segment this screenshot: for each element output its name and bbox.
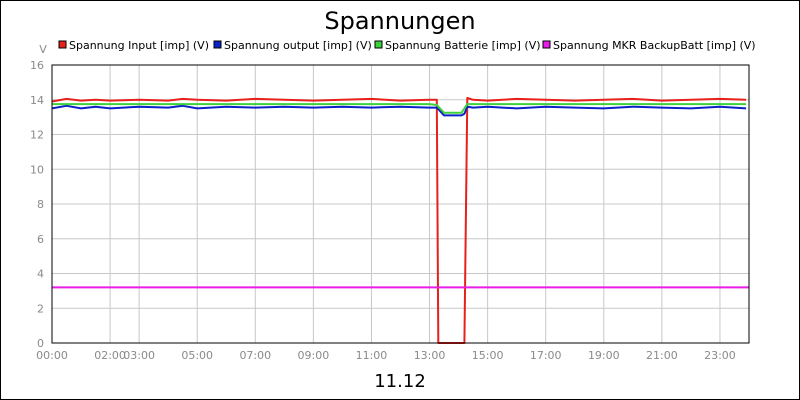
x-tick-label: 13:00 — [414, 349, 446, 362]
plot-frame — [51, 64, 750, 344]
series-line-2 — [51, 104, 747, 117]
legend-label: Spannung Batterie [imp] (V) — [385, 39, 541, 52]
legend-swatch — [542, 40, 551, 49]
chart-title: Spannungen — [324, 7, 475, 35]
y-tick-label: 8 — [37, 198, 44, 211]
legend: Spannung Input [imp] (V) Spannung output … — [58, 39, 756, 52]
x-tick-label: 05:00 — [181, 349, 213, 362]
x-tick-label: 21:00 — [646, 349, 678, 362]
x-tick-label: 03:00 — [123, 349, 155, 362]
x-tick-label: 15:00 — [472, 349, 504, 362]
legend-swatch — [374, 40, 383, 49]
legend-item-3: Spannung Batterie [imp] (V) — [374, 39, 541, 52]
y-tick-label: 0 — [37, 337, 44, 350]
legend-label: Spannung output [imp] (V) — [224, 39, 372, 52]
x-tick-label: 11:00 — [356, 349, 388, 362]
legend-item-1: Spannung Input [imp] (V) — [58, 39, 209, 52]
x-tick-label: 09:00 — [298, 349, 330, 362]
series-line-3 — [52, 103, 747, 114]
series-line-1 — [51, 97, 747, 344]
legend-item-4: Spannung MKR BackupBatt [imp] (V) — [542, 39, 756, 52]
legend-swatch — [58, 40, 67, 49]
y-tick-label: 12 — [30, 129, 44, 142]
x-tick-label: 17:00 — [530, 349, 562, 362]
series-group — [51, 97, 749, 344]
y-axis-label: V — [39, 43, 47, 56]
y-tick-label: 16 — [30, 59, 44, 72]
x-axis-label: 11.12 — [374, 371, 426, 392]
y-tick-label: 4 — [37, 268, 44, 281]
y-tick-label: 2 — [37, 302, 44, 315]
y-axis-ticks: 0 2 4 6 8 10 12 14 16 — [30, 59, 44, 350]
grid-lines — [52, 65, 749, 343]
legend-item-2: Spannung output [imp] (V) — [213, 39, 372, 52]
y-tick-label: 6 — [37, 233, 44, 246]
legend-label: Spannung Input [imp] (V) — [69, 39, 209, 52]
y-tick-label: 10 — [30, 163, 44, 176]
x-tick-label: 23:00 — [704, 349, 736, 362]
x-tick-label: 02:00 — [94, 349, 126, 362]
legend-label: Spannung MKR BackupBatt [imp] (V) — [553, 39, 756, 52]
x-tick-label: 07:00 — [239, 349, 271, 362]
x-tick-label: 19:00 — [588, 349, 620, 362]
legend-swatch — [213, 40, 222, 49]
x-tick-label: 00:00 — [36, 349, 68, 362]
y-tick-label: 14 — [30, 94, 44, 107]
